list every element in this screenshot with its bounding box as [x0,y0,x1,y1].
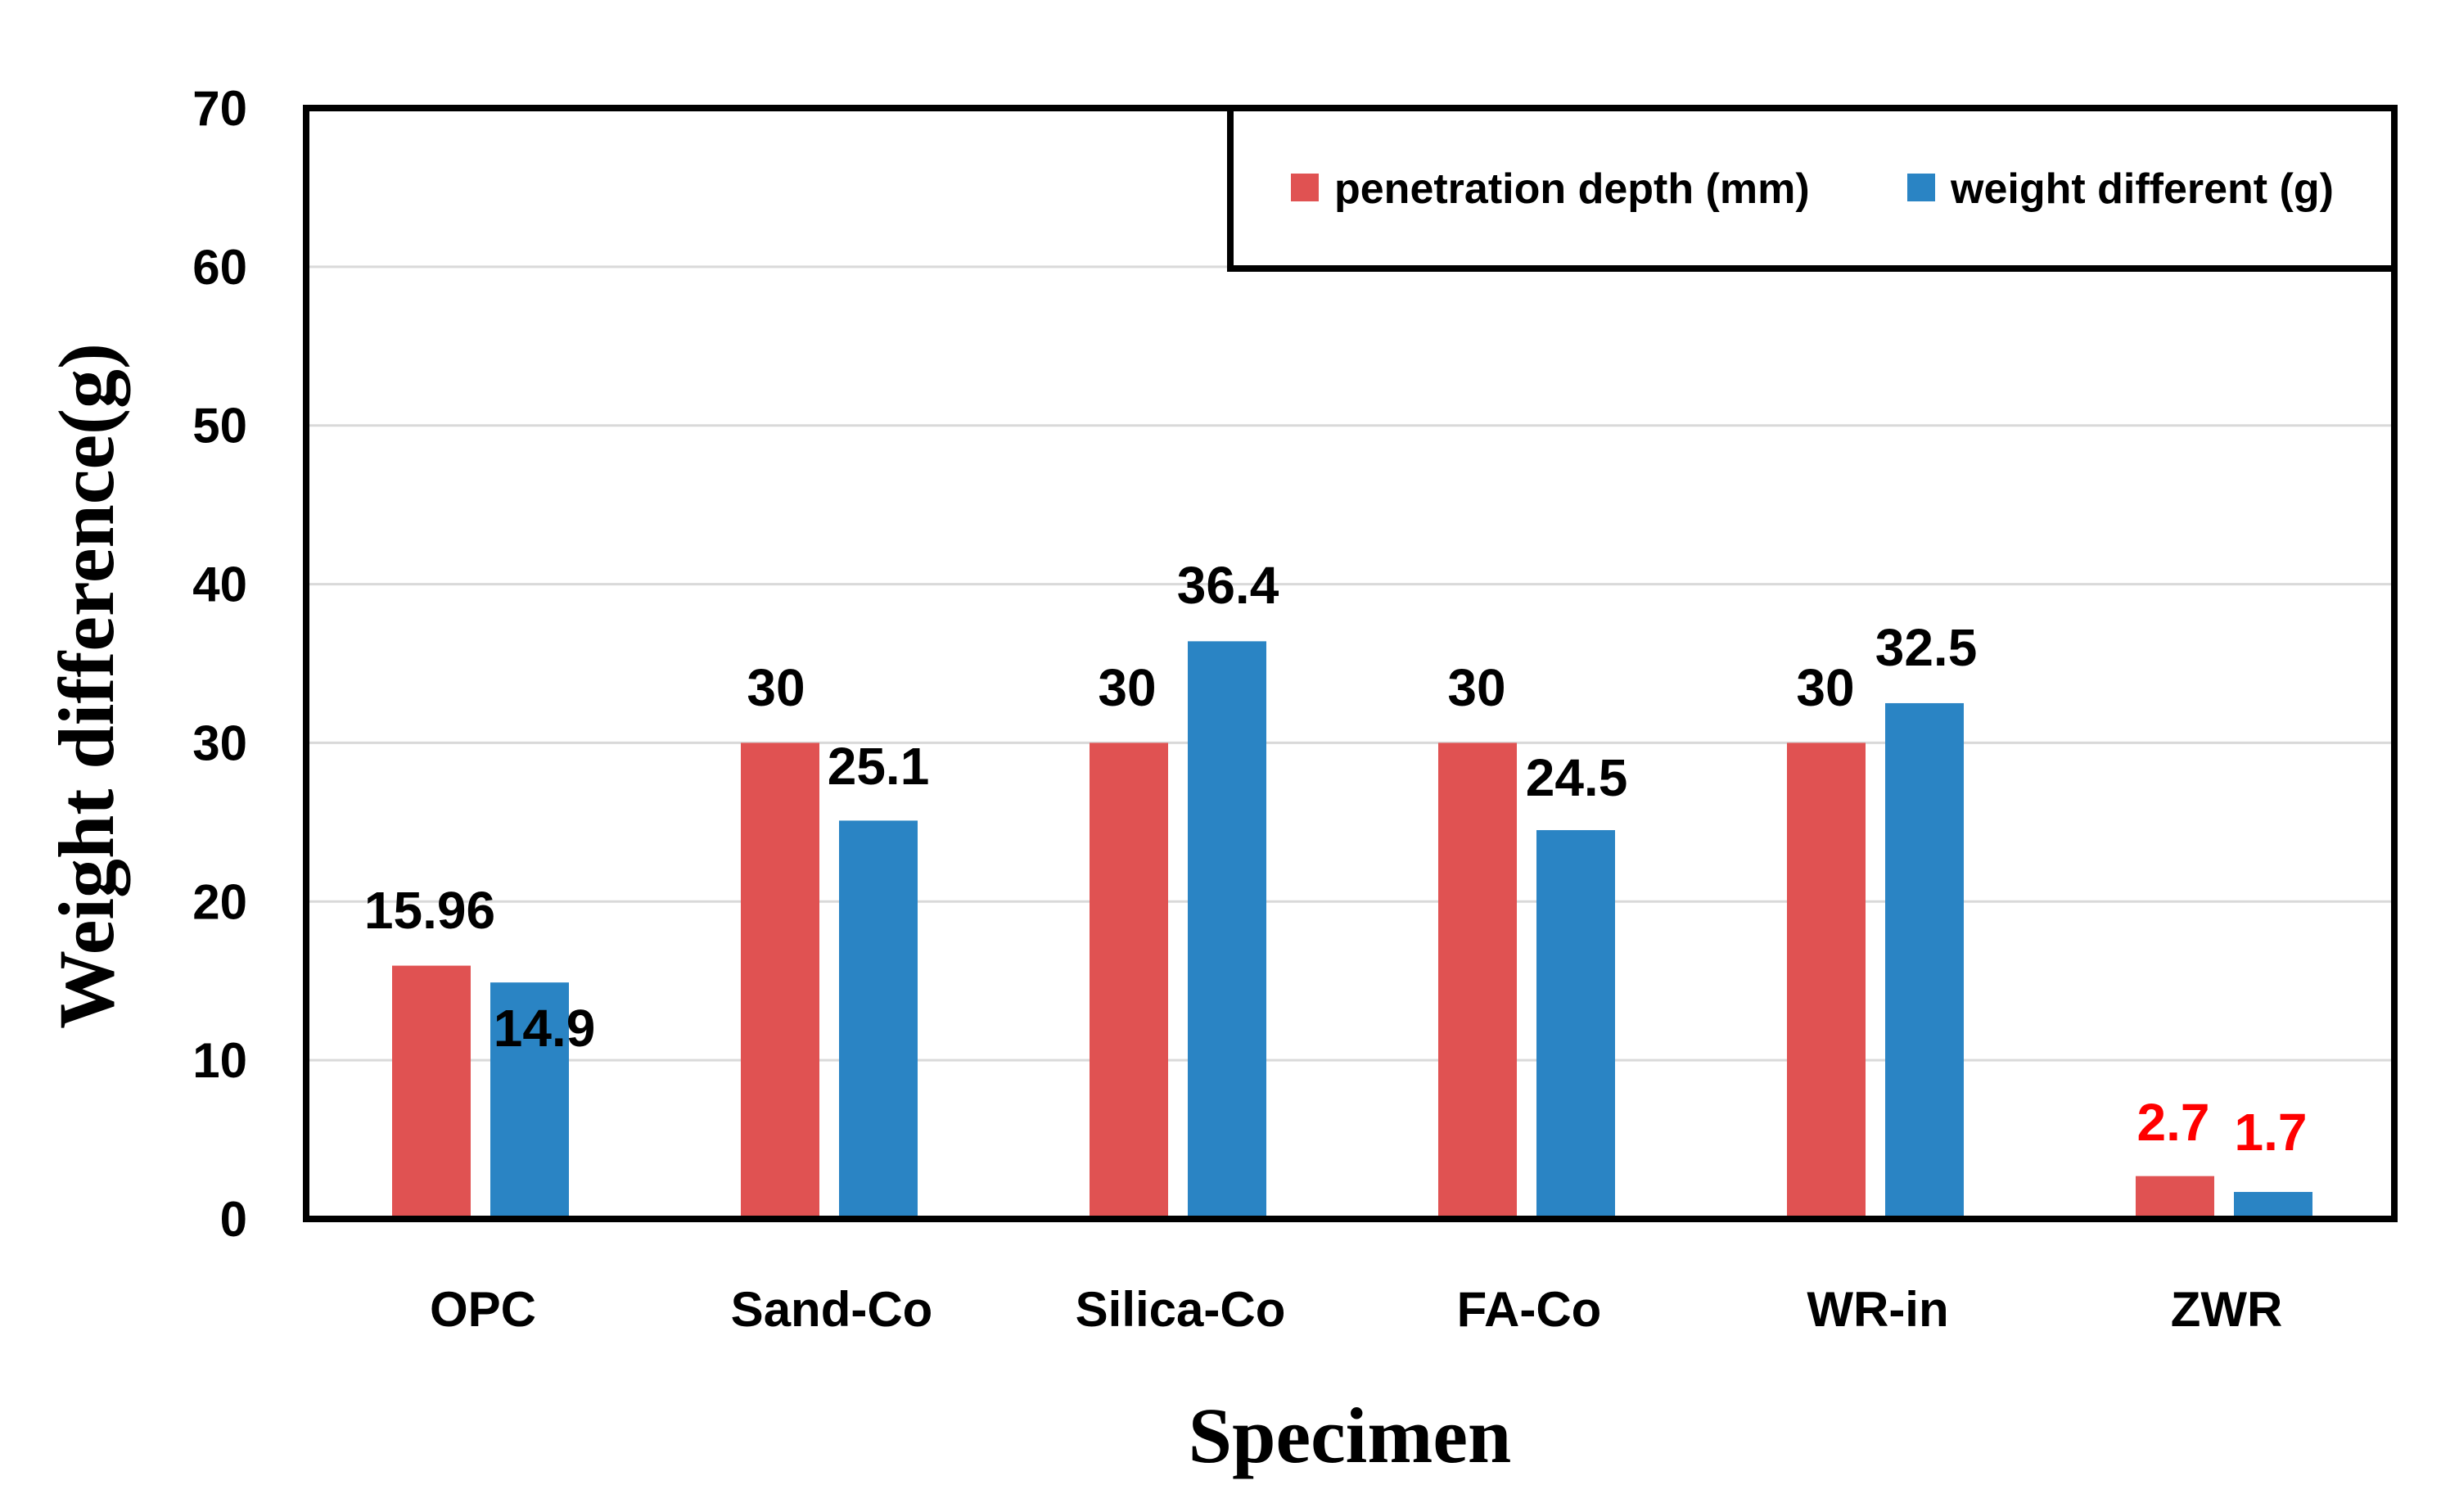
y-tick-label: 70 [192,81,247,136]
legend: penetration depth (mm) weight different … [1227,105,2398,272]
bar [2136,1176,2214,1219]
x-axis-title: Specimen [1189,1392,1512,1479]
legend-swatch-weight [1907,174,1935,201]
x-tick-label: Silica-Co [1076,1282,1286,1337]
bar [1438,742,1517,1219]
y-tick-label: 50 [192,399,247,454]
x-tick-labels: OPC Sand-Co Silica-Co FA-Co WR-in ZWR [430,1282,2282,1337]
data-label: 14.9 [494,999,596,1058]
bars [392,641,2312,1219]
data-label: 30 [1447,658,1505,717]
data-label: 32.5 [1875,618,1978,677]
bar [392,965,471,1219]
bar [839,820,918,1219]
data-label: 25.1 [828,737,930,796]
y-tick-label: 0 [220,1192,247,1247]
x-tick-label: OPC [430,1282,536,1337]
data-label: 30 [1098,658,1156,717]
y-tick-label: 10 [192,1033,247,1088]
legend-label-penetration: penetration depth (mm) [1334,165,1810,213]
bar [1090,742,1168,1219]
x-tick-label: Sand-Co [731,1282,933,1337]
y-tick-labels: 0 10 20 30 40 50 60 70 [192,81,247,1247]
data-label: 24.5 [1526,748,1628,807]
bar [1787,742,1866,1219]
x-tick-label: WR-in [1807,1282,1948,1337]
y-tick-label: 40 [192,557,247,612]
data-label: 1.7 [2235,1103,2308,1162]
bar [1536,830,1615,1219]
data-label: 30 [747,658,805,717]
x-tick-label: ZWR [2171,1282,2283,1337]
data-label: 2.7 [2137,1093,2210,1152]
x-tick-label: FA-Co [1457,1282,1602,1337]
y-tick-label: 60 [192,240,247,295]
legend-swatch-penetration [1291,174,1319,201]
data-label: 30 [1796,658,1854,717]
bar [741,742,819,1219]
data-label: 36.4 [1177,556,1279,615]
bar [1885,702,1964,1219]
data-label: 15.96 [364,881,495,940]
y-tick-label: 30 [192,715,247,770]
bar [2234,1192,2312,1219]
legend-label-weight: weight different (g) [1950,165,2334,213]
data-labels: 15.96 30 30 30 30 2.7 14.9 25.1 36.4 24.5 32.5 1.7 [364,556,2308,1162]
y-tick-label: 20 [192,874,247,929]
legend-box [1227,105,2398,272]
y-axis-title: Weight difference(g) [43,343,130,1029]
bar [490,982,569,1219]
bar [1188,641,1266,1219]
